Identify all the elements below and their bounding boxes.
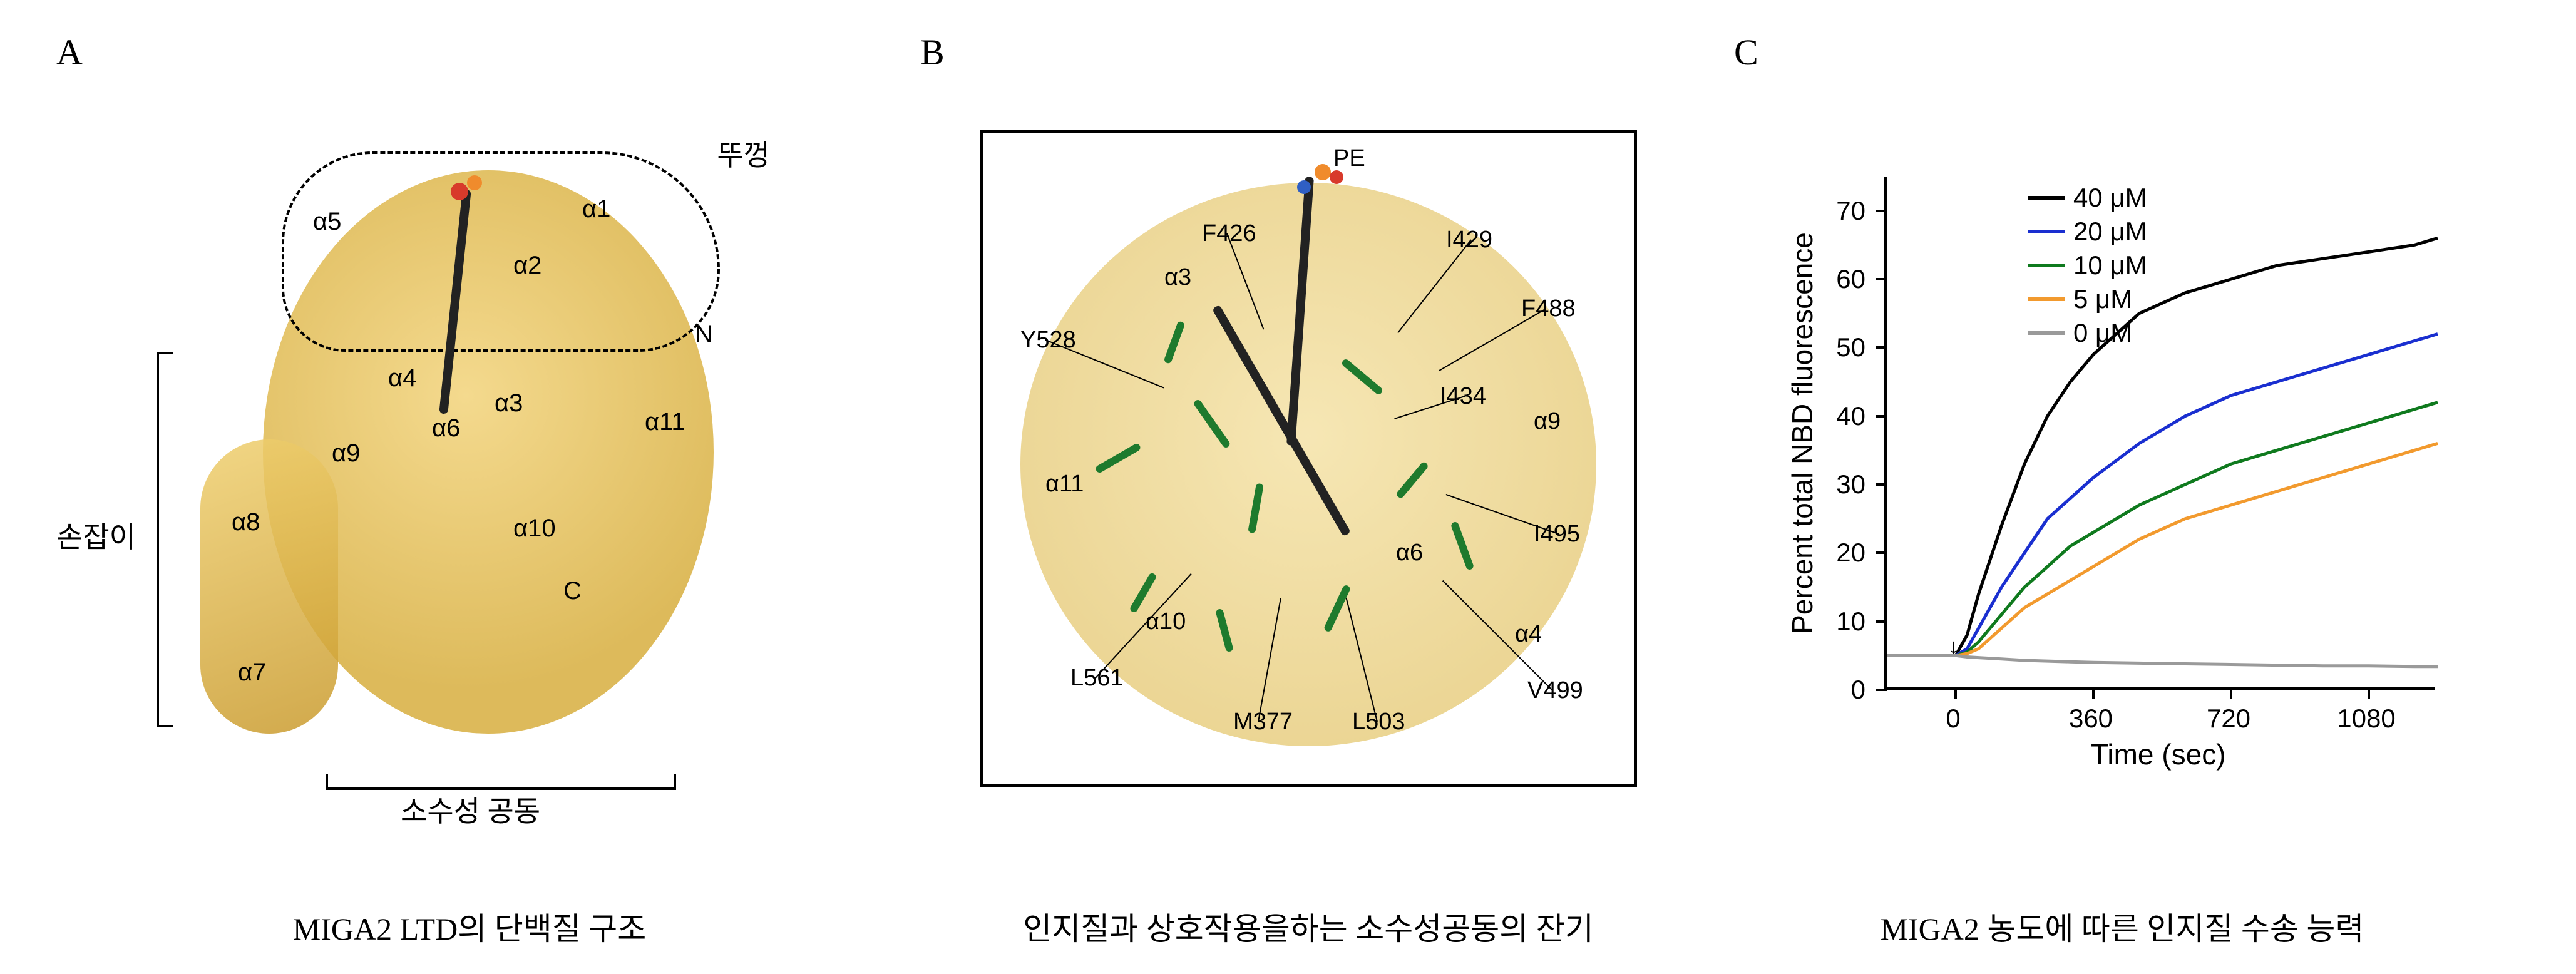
handle-label: 손잡이 (56, 515, 136, 556)
helix-label-b-α10: α10 (1146, 608, 1186, 635)
legend-label: 20 μM (2073, 217, 2147, 247)
helix-label-α4: α4 (388, 364, 416, 392)
legend-label: 10 μM (2073, 250, 2147, 280)
ytick-label: 0 (1815, 675, 1865, 705)
legend-label: 0 μM (2073, 318, 2132, 348)
protein-structure-a: α1α2α3α4α5α6α7α8α9α10α11 NC 뚜껑 손잡이 소수성 공… (125, 114, 814, 802)
lid-label: 뚜껑 (717, 133, 770, 174)
curves-svg (1887, 177, 2438, 690)
xtick (2230, 687, 2232, 699)
pe-o-atom (1330, 170, 1343, 184)
ytick (1876, 483, 1887, 486)
ribbon-handle (200, 439, 338, 734)
ytick-label: 50 (1815, 332, 1865, 362)
ligand-o-atom (451, 183, 468, 200)
panel-c-content: Percent total NBD fluorescence ↓ 40 μM 20… (1715, 25, 2529, 891)
helix-label-α3: α3 (495, 389, 523, 418)
helix-label-α10: α10 (513, 515, 556, 543)
cavity-bracket (326, 774, 676, 790)
pe-p-atom (1315, 164, 1331, 180)
xtick-label: 360 (2069, 704, 2113, 734)
series-0 (1887, 655, 2438, 667)
x-axis-label: Time (sec) (2091, 737, 2226, 771)
legend-row-20: 20 μM (2028, 217, 2147, 247)
helix-label-α6: α6 (432, 414, 460, 443)
pe-label: PE (1333, 145, 1365, 172)
helix-label-b-α9: α9 (1534, 408, 1561, 435)
panel-a-caption: MIGA2 LTD의 단백질 구조 (38, 891, 901, 949)
lid-outline (282, 151, 720, 352)
ytick (1876, 620, 1887, 623)
ytick-label: 20 (1815, 538, 1865, 568)
residue-label-L503: L503 (1352, 709, 1405, 736)
legend-row-5: 5 μM (2028, 284, 2147, 314)
chart-box: Percent total NBD fluorescence ↓ 40 μM 20… (1778, 139, 2466, 777)
ytick-label: 10 (1815, 607, 1865, 637)
panel-b-caption: 인지질과 상호작용을하는 소수성공동의 잔기 (901, 891, 1715, 949)
residue-label-I495: I495 (1534, 521, 1580, 548)
binding-site-box: PE F426I429I434F488I495V499L503M377L561Y… (980, 130, 1637, 787)
helix-label-b-α3: α3 (1164, 264, 1191, 291)
helix-label-α2: α2 (513, 252, 541, 280)
helix-label-b-α11: α11 (1045, 471, 1084, 498)
panel-c-caption: MIGA2 농도에 따른 인지질 수송 능력 (1715, 891, 2529, 949)
injection-arrow-icon: ↓ (1948, 635, 1959, 659)
plot-area: ↓ (1884, 177, 2435, 690)
legend-swatch (2028, 196, 2065, 200)
helix-label-α8: α8 (232, 508, 260, 536)
ytick-label: 30 (1815, 469, 1865, 500)
legend-swatch (2028, 331, 2065, 335)
y-axis-label: Percent total NBD fluorescence (1785, 232, 1819, 634)
helix-label-b-α6: α6 (1396, 540, 1423, 566)
residue-label-V499: V499 (1527, 677, 1583, 704)
figure-root: A α1α2α3α4α5α6α7α8α9α10α11 NC 뚜껑 손 (0, 0, 2576, 974)
ytick (1876, 346, 1887, 349)
helix-label-α7: α7 (238, 659, 266, 687)
ytick-label: 40 (1815, 401, 1865, 431)
legend-label: 40 μM (2073, 183, 2147, 213)
xtick-label: 1080 (2337, 704, 2395, 734)
legend-swatch (2028, 264, 2065, 267)
xtick-label: 720 (2207, 704, 2250, 734)
ytick (1876, 278, 1887, 280)
ytick (1876, 551, 1887, 554)
helix-label-α11: α11 (645, 408, 685, 436)
terminus-label-C: C (563, 577, 582, 605)
helix-label-α5: α5 (313, 208, 341, 236)
panel-b-content: PE F426I429I434F488I495V499L503M377L561Y… (901, 25, 1715, 891)
helix-label-α1: α1 (582, 195, 610, 223)
cavity-label: 소수성 공동 (401, 789, 540, 830)
pe-n-atom (1297, 180, 1311, 194)
legend-swatch (2028, 230, 2065, 233)
helix-label-α9: α9 (332, 439, 360, 468)
ytick (1876, 415, 1887, 418)
handle-bracket (157, 352, 173, 727)
helix-label-b-α4: α4 (1515, 621, 1542, 648)
ytick-label: 70 (1815, 196, 1865, 226)
terminus-label-N: N (695, 320, 713, 349)
residue-label-F426: F426 (1202, 220, 1256, 247)
panel-a-content: α1 α2 α3 α4 α5 α6 α7 α8 α9 α10 α11 N C 뚜껑 손잡이 소수성 공… (38, 25, 901, 891)
chart-legend: 40 μM 20 μM10 μM 5 μM 0 μM (2028, 183, 2147, 352)
legend-swatch (2028, 297, 2065, 301)
xtick (2092, 687, 2095, 699)
legend-row-0: 0 μM (2028, 318, 2147, 348)
panel-a: A α1α2α3α4α5α6α7α8α9α10α11 NC 뚜껑 손 (38, 25, 901, 949)
panel-c: C Percent total NBD fluorescence ↓ 40 μM… (1715, 25, 2529, 949)
residue-label-M377: M377 (1233, 709, 1293, 736)
series-40 (1887, 238, 2438, 655)
ytick (1876, 689, 1887, 691)
panel-b: B PE F426I429I434F488I495V499L503M377L56… (901, 25, 1715, 949)
ytick-label: 60 (1815, 264, 1865, 294)
ligand-p-atom (467, 175, 482, 190)
residue-label-L561: L561 (1070, 665, 1124, 692)
legend-row-40: 40 μM (2028, 183, 2147, 213)
ytick (1876, 210, 1887, 212)
xtick (2368, 687, 2370, 699)
xtick (1954, 687, 1957, 699)
legend-row-10: 10 μM (2028, 250, 2147, 280)
legend-label: 5 μM (2073, 284, 2132, 314)
xtick-label: 0 (1946, 704, 1960, 734)
